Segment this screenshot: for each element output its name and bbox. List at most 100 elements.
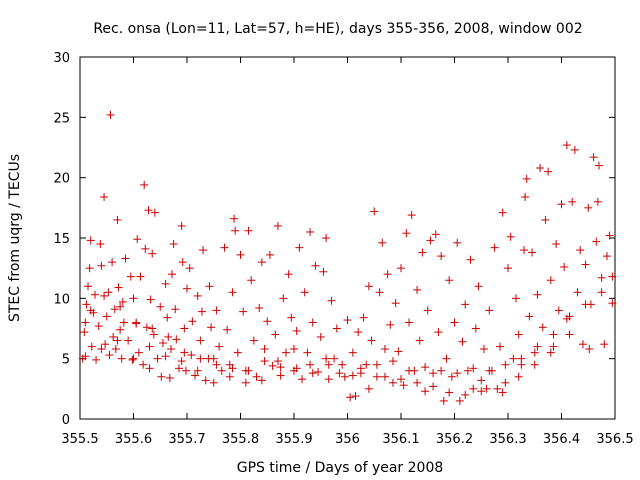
data-point (116, 302, 125, 311)
data-point (142, 323, 151, 332)
data-point (359, 313, 368, 322)
data-point (423, 306, 432, 315)
x-tick-label: 356.2 (436, 432, 473, 447)
data-point (161, 279, 170, 288)
data-point (212, 306, 221, 315)
chart-title: Rec. onsa (Lon=11, Lat=57, h=HE), days 3… (93, 21, 582, 37)
x-axis: 355.5 355.6 355.7 355.8 355.9 356 356.1 356.2 35… (61, 57, 634, 447)
data-point (199, 246, 208, 255)
data-point (530, 348, 539, 357)
data-point (141, 244, 150, 253)
data-point (145, 364, 154, 373)
x-tick-label: 355.6 (115, 432, 152, 447)
data-point (533, 342, 542, 351)
y-tick-label: 20 (53, 172, 70, 187)
data-point (300, 288, 309, 297)
data-point (197, 307, 206, 316)
data-point (217, 366, 226, 375)
data-point (530, 360, 539, 369)
data-point (156, 302, 165, 311)
data-point (521, 192, 530, 201)
data-point (96, 240, 105, 249)
data-point (105, 351, 114, 360)
data-point (298, 375, 307, 384)
data-point (180, 324, 189, 333)
data-point (581, 300, 590, 309)
data-point (124, 336, 133, 345)
data-point (174, 364, 183, 373)
data-point (276, 371, 285, 380)
data-point (230, 214, 239, 223)
data-point (608, 272, 617, 281)
data-point (405, 366, 414, 375)
data-point (557, 200, 566, 209)
data-point (292, 364, 301, 373)
data-point (421, 387, 430, 396)
data-point (549, 330, 558, 339)
data-point (163, 313, 172, 322)
data-point (506, 232, 515, 241)
data-point (466, 255, 475, 264)
data-point (101, 340, 110, 349)
data-point (372, 372, 381, 381)
data-point (316, 332, 325, 341)
y-tick-label: 5 (62, 353, 70, 368)
data-point (533, 290, 542, 299)
data-point (386, 320, 395, 329)
data-point (263, 317, 272, 326)
data-point (252, 372, 261, 381)
data-point (426, 236, 435, 245)
data-point (161, 352, 170, 361)
data-point (239, 307, 248, 316)
data-point (171, 305, 180, 314)
data-point (281, 348, 290, 357)
data-point (573, 288, 582, 297)
y-tick-label: 30 (53, 51, 70, 66)
data-point (600, 340, 609, 349)
data-point (87, 342, 96, 351)
data-point (209, 354, 218, 363)
data-point (97, 345, 106, 354)
data-point (458, 337, 467, 346)
data-point (439, 396, 448, 405)
data-point (134, 348, 143, 357)
data-point (437, 252, 446, 261)
data-point (191, 371, 200, 380)
data-point (84, 282, 93, 291)
data-point (193, 366, 202, 375)
data-point (164, 332, 173, 341)
data-point (453, 369, 462, 378)
data-point (367, 336, 376, 345)
data-point (128, 355, 137, 364)
data-point (351, 392, 360, 401)
data-point (153, 354, 162, 363)
data-point (399, 381, 408, 390)
data-point (86, 306, 95, 315)
data-point (140, 180, 149, 189)
data-point (111, 345, 120, 354)
data-point (90, 290, 99, 299)
data-point (608, 299, 617, 308)
data-point (445, 388, 454, 397)
data-point (273, 357, 282, 366)
x-tick-label: 356 (335, 432, 360, 447)
data-point (592, 237, 601, 246)
data-point (148, 249, 157, 258)
data-point (332, 324, 341, 333)
data-point (319, 267, 328, 276)
data-point (324, 360, 333, 369)
data-point (585, 345, 594, 354)
x-axis-label: GPS time / Days of year 2008 (237, 460, 444, 476)
data-point (126, 272, 135, 281)
data-point (80, 328, 89, 337)
data-point (522, 174, 531, 183)
data-point (445, 276, 454, 285)
data-point (525, 312, 534, 321)
data-point (85, 264, 94, 273)
data-point (233, 348, 242, 357)
x-tick-label: 356.3 (489, 432, 526, 447)
data-point (119, 318, 128, 327)
data-point (346, 393, 355, 402)
data-point (271, 330, 280, 339)
data-point (544, 167, 553, 176)
